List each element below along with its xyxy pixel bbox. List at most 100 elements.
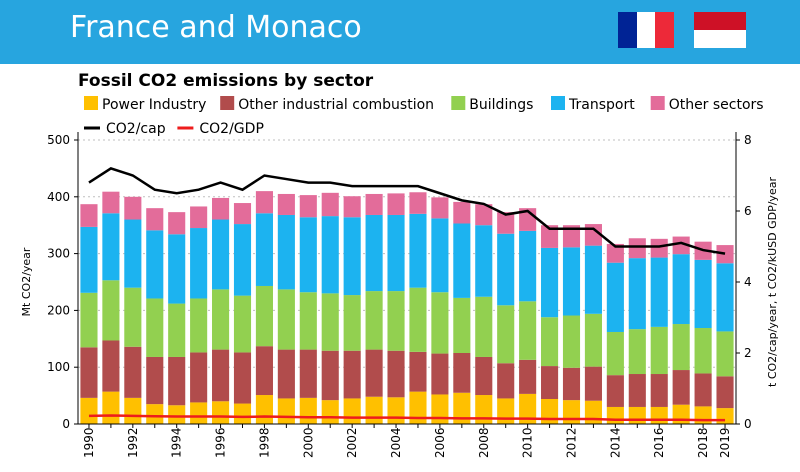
bar-segment <box>124 346 142 398</box>
bar-segment <box>475 225 493 297</box>
bar-segment <box>168 303 186 357</box>
bar-segment <box>497 212 515 234</box>
bar-segment <box>694 406 712 424</box>
bar-segment <box>124 196 142 220</box>
bar-segment <box>146 208 164 231</box>
bar-segment <box>672 236 690 255</box>
bar-segment <box>190 352 208 403</box>
bar-segment <box>146 356 164 405</box>
x-tick-label: 2002 <box>345 427 359 458</box>
bar-segment <box>190 298 208 353</box>
bar-segment <box>277 193 295 215</box>
bar-segment <box>584 400 602 424</box>
bar-segment <box>453 297 471 353</box>
bar-segment <box>716 331 734 377</box>
bar-segment <box>606 331 624 376</box>
x-tick-label: 1996 <box>214 427 228 458</box>
x-tick-label: 2018 <box>696 427 710 458</box>
y-right-tick-label: 2 <box>744 346 752 360</box>
bar-segment <box>431 292 449 354</box>
x-tick-label: 2016 <box>652 427 666 458</box>
france-flag-blue-stripe <box>618 12 637 48</box>
bar-segment <box>672 370 690 405</box>
bar-segment <box>431 218 449 293</box>
bar-segment <box>343 196 361 218</box>
bar-segment <box>233 352 252 404</box>
bar-segment <box>606 375 624 407</box>
bar-segment <box>102 191 120 214</box>
bar-segment <box>168 405 186 424</box>
bar-segment <box>584 313 602 367</box>
bar-segment <box>212 289 230 350</box>
bar-segment <box>299 292 317 350</box>
x-tick-label: 2019 <box>718 427 732 458</box>
bar-segment <box>255 285 273 347</box>
bar-segment <box>212 401 230 424</box>
bar-segment <box>628 258 646 330</box>
y-left-tick-label: 500 <box>47 133 70 147</box>
bar-segment <box>277 349 295 399</box>
legend-item: Buildings <box>451 96 533 113</box>
bar-segment <box>672 254 690 325</box>
bar-segment <box>299 217 317 293</box>
y-left-tick-label: 200 <box>47 303 70 317</box>
bar-segment <box>321 192 339 217</box>
plot-area: 0 100 200 300 400 500 0 2 4 6 8 1990 1992 1994 1996 199… <box>47 132 752 458</box>
y-right-tick-label: 4 <box>744 275 752 289</box>
bar-segment <box>321 400 339 424</box>
bar-segment <box>190 228 208 299</box>
legend-swatch <box>650 96 665 110</box>
bar-segment <box>475 395 493 424</box>
bar-segment <box>80 347 98 398</box>
legend-swatch <box>220 96 235 110</box>
bar-segment <box>233 224 252 296</box>
bar-segment <box>453 353 471 393</box>
bar-segment <box>628 374 646 407</box>
country-title: France and Monaco <box>70 10 362 45</box>
bar-segment <box>80 226 98 293</box>
header-banner: France and Monaco <box>0 0 800 64</box>
legend-label: Transport <box>568 97 635 113</box>
legend-label: CO2/GDP <box>199 121 264 137</box>
bar-segment <box>694 259 712 329</box>
bar-segment <box>606 406 624 424</box>
bar-segment <box>409 287 427 352</box>
bar-segment <box>343 217 361 296</box>
bar-segment <box>519 359 537 394</box>
france-flag-icon <box>618 12 675 48</box>
bar-segment <box>716 376 734 409</box>
legend-item: Other industrial combustion <box>220 96 434 113</box>
bar-segment <box>650 238 668 258</box>
bar-segment <box>146 404 164 424</box>
emissions-chart: Fossil CO2 emissions by sector Power Ind… <box>20 71 779 458</box>
bar-segment <box>497 305 515 364</box>
bar-segment <box>562 225 581 248</box>
legend-swatch <box>551 96 565 110</box>
bar-segment <box>650 374 668 407</box>
bar-segment <box>628 329 646 375</box>
bar-segment <box>80 397 98 424</box>
bar-segment <box>255 191 273 214</box>
y-left-tick-label: 400 <box>47 190 70 204</box>
bar-segment <box>277 289 295 350</box>
y-axis-left-title: Mt CO2/year <box>20 247 33 316</box>
bar-segment <box>584 245 602 314</box>
y-left-tick-label: 300 <box>47 247 70 261</box>
legend-item: CO2/cap <box>84 121 166 137</box>
bar-segment <box>562 367 581 401</box>
bar-segment <box>409 213 427 288</box>
legend-item: CO2/GDP <box>177 121 264 137</box>
france-flag-white-stripe <box>636 12 656 48</box>
bar-segment <box>387 193 405 215</box>
bar-segment <box>650 257 668 327</box>
bar-segment <box>541 247 559 318</box>
y-right-tick-label: 8 <box>744 133 752 147</box>
x-tick-label: 2004 <box>389 427 403 458</box>
bar-segment <box>716 263 734 332</box>
bar-segment <box>716 408 734 424</box>
monaco-flag-white-band <box>694 30 746 48</box>
chart-legend: Power Industry Other industrial combustio… <box>84 96 764 137</box>
bar-segment <box>562 400 581 424</box>
bar-segment <box>299 195 317 218</box>
bar-segment <box>475 204 493 226</box>
